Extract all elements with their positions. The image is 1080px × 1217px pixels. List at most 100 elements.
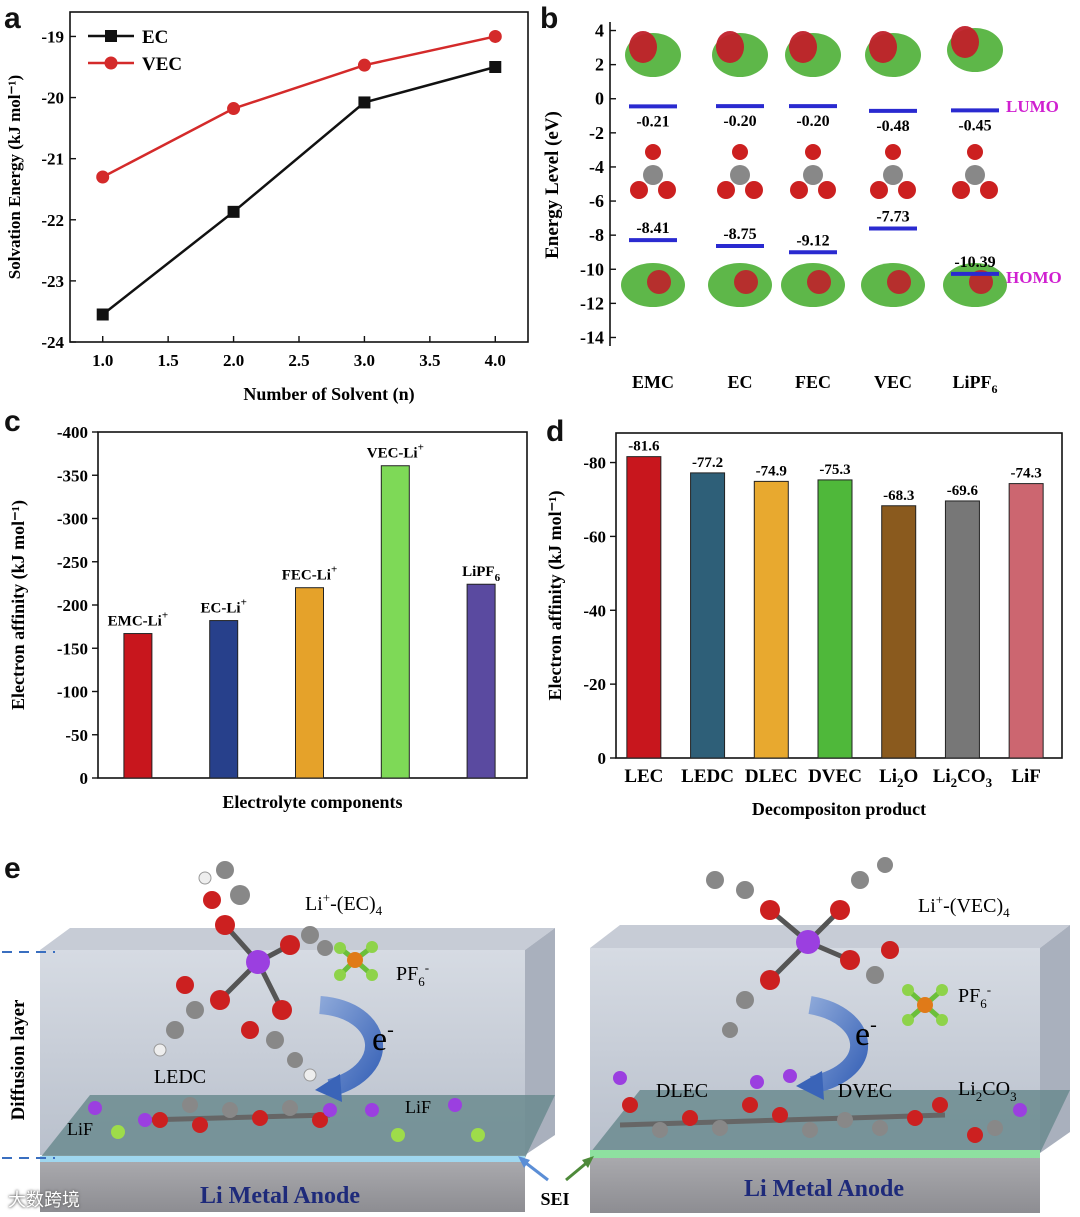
right-sei-line xyxy=(590,1150,1040,1158)
y-tick-label-c: -150 xyxy=(57,639,88,658)
left-lif-atoms xyxy=(88,1098,485,1142)
homo-orbital-red xyxy=(887,270,911,294)
molecule-atom xyxy=(658,181,676,199)
left-ledc-chain xyxy=(138,1097,337,1133)
lumo-value-emc: -0.21 xyxy=(636,113,669,130)
category-label-lif: LiF xyxy=(1011,766,1041,787)
homo-orbital-red xyxy=(647,270,671,294)
panel-label-b: b xyxy=(540,2,559,35)
bar-vec-liplus xyxy=(380,465,410,779)
legend-label-ec: EC xyxy=(142,27,168,48)
panel-label-d: d xyxy=(546,415,565,448)
homo-orbital-red xyxy=(969,270,993,294)
y-tick-label-d: 0 xyxy=(598,749,607,768)
y-tick-label-d: -20 xyxy=(583,675,606,694)
y-tick-label-b: 2 xyxy=(595,55,604,75)
molecule-atom xyxy=(870,181,888,199)
point-ec xyxy=(96,308,109,321)
point-ec xyxy=(227,205,240,218)
y-axis-label-a: Solvation Energy (kJ mol⁻¹) xyxy=(5,75,24,279)
right-box-top xyxy=(590,925,1070,948)
category-label-dlec: DLEC xyxy=(745,766,798,787)
y-tick-label-a: -22 xyxy=(41,211,64,230)
bar-label-fec-liplus: FEC-Li+ xyxy=(282,564,337,584)
bar-label-vec-liplus: VEC-Li+ xyxy=(367,442,424,462)
left-electron-arrow xyxy=(318,996,383,1097)
molecule-atom xyxy=(645,144,661,160)
left-complex-label: Li+-(EC)4 xyxy=(305,890,383,918)
right-electron-label: e- xyxy=(855,1014,877,1053)
molecule-atom xyxy=(745,181,763,199)
y-tick-label-c: -50 xyxy=(65,726,88,745)
y-tick-label-b: -10 xyxy=(580,259,604,279)
y-tick-label-a: -24 xyxy=(41,333,64,352)
right-electron-arrowhead xyxy=(796,1071,824,1100)
homo-value-ec: -8.75 xyxy=(723,226,756,243)
category-label-fec: FEC xyxy=(795,372,831,392)
right-electron-arrow xyxy=(808,996,868,1094)
diffusion-layer-label: Diffusion layer xyxy=(8,999,29,1120)
molecule-atom xyxy=(803,165,823,185)
bar-lipf6 xyxy=(466,583,496,779)
right-li-vec-complex xyxy=(706,857,899,1038)
bar-li2o xyxy=(881,505,917,759)
y-tick-label-b: -12 xyxy=(580,293,604,313)
bar-lif xyxy=(1008,483,1044,759)
right-anode-label: Li Metal Anode xyxy=(744,1176,904,1202)
point-vec xyxy=(96,170,110,184)
x-tick-label-a: 2.5 xyxy=(288,351,309,370)
lumo-value-lipf6: -0.45 xyxy=(958,117,991,134)
molecule-atom xyxy=(883,165,903,185)
bar-label-emc-liplus: EMC-Li+ xyxy=(108,610,168,630)
molecule-atom xyxy=(980,181,998,199)
left-product-lif-1: LiF xyxy=(67,1119,93,1139)
x-tick-label-a: 2.0 xyxy=(223,351,244,370)
category-label-li2co3: Li2CO3 xyxy=(933,766,993,790)
x-axis-label-a: Number of Solvent (n) xyxy=(243,384,414,405)
bar-dlec xyxy=(753,480,789,759)
value-label-lif: -74.3 xyxy=(1011,466,1042,482)
right-anion-label: PF6- xyxy=(958,982,991,1011)
left-sei-layer xyxy=(40,1095,555,1158)
lumo-value-ec: -0.20 xyxy=(723,113,756,130)
point-ec xyxy=(489,61,502,73)
y-tick-label-d: -40 xyxy=(583,601,606,620)
legend-label-vec: VEC xyxy=(142,54,182,75)
y-tick-label-b: -4 xyxy=(589,157,604,177)
x-tick-label-a: 1.0 xyxy=(92,351,113,370)
y-tick-label-d: -80 xyxy=(583,454,606,473)
value-label-dvec: -75.3 xyxy=(819,462,850,478)
left-anode-label: Li Metal Anode xyxy=(200,1183,360,1209)
y-tick-label-a: -21 xyxy=(41,150,64,169)
lumo-orbital-red xyxy=(716,31,744,63)
molecule-atom xyxy=(790,181,808,199)
bar-emc-liplus xyxy=(123,633,153,779)
right-anode xyxy=(590,1158,1040,1213)
bar-label-lipf6: LiPF6 xyxy=(462,564,500,584)
right-product-dvec: DVEC xyxy=(838,1080,892,1102)
panel-label-c: c xyxy=(4,405,21,438)
y-tick-label-b: 0 xyxy=(595,89,604,109)
molecule-atom xyxy=(898,181,916,199)
category-label-ledc: LEDC xyxy=(681,766,734,787)
right-dlec-dvec-chain xyxy=(613,1069,1027,1143)
x-tick-label-a: 4.0 xyxy=(485,351,506,370)
watermark: 大数跨境 xyxy=(8,1190,80,1211)
y-tick-label-b: -6 xyxy=(589,191,604,211)
panel-label-e: e xyxy=(4,852,21,885)
molecule-atom xyxy=(885,144,901,160)
panel-label-a: a xyxy=(4,2,21,35)
right-pf6-molecule xyxy=(902,984,948,1026)
left-pf6-molecule xyxy=(334,941,378,981)
bar-lec xyxy=(626,456,662,759)
y-tick-label-c: -200 xyxy=(57,596,88,615)
molecule-atom xyxy=(965,165,985,185)
y-tick-label-a: -23 xyxy=(41,272,64,291)
right-sei-layer xyxy=(590,1090,1070,1153)
bar-dvec xyxy=(817,479,853,759)
y-axis-label-c: Electron affinity (kJ mol⁻¹) xyxy=(8,500,29,710)
series-line-vec xyxy=(102,35,496,179)
